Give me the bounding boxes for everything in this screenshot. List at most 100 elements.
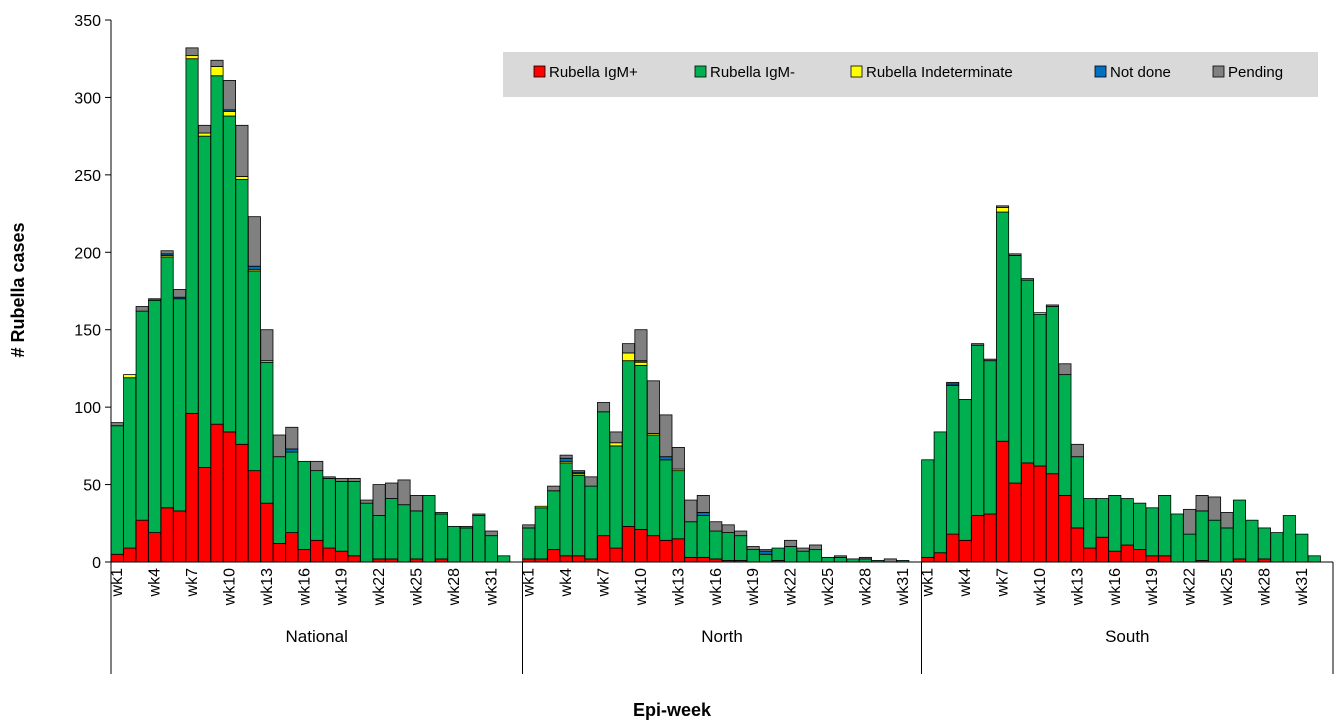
bar-segment xyxy=(397,504,411,563)
bar-segment xyxy=(247,270,261,472)
bar-segment xyxy=(696,495,710,513)
bar-segment xyxy=(671,447,685,470)
bar-segment xyxy=(1108,550,1122,563)
legend-background xyxy=(503,52,1318,97)
bar-segment xyxy=(472,513,486,516)
bar-segment xyxy=(173,289,187,298)
bar-segment xyxy=(1083,547,1097,563)
x-tick-label: wk22 xyxy=(783,568,800,606)
y-tick-label: 350 xyxy=(74,13,101,30)
bar-segment xyxy=(746,546,760,551)
bar-segment xyxy=(1170,513,1184,563)
bar-segment xyxy=(310,470,324,541)
bar-segment xyxy=(1195,510,1209,561)
bar-segment xyxy=(771,547,785,561)
bar-segment xyxy=(1058,495,1072,563)
bar-segment xyxy=(634,329,648,362)
y-tick-label: 300 xyxy=(74,90,101,107)
bar-segment xyxy=(210,66,224,77)
y-tick-label: 250 xyxy=(74,168,101,185)
bar-segment xyxy=(335,477,349,482)
bar-segment xyxy=(1195,495,1209,512)
bar-segment xyxy=(646,535,660,563)
bar-segment xyxy=(609,431,623,444)
bar-segment xyxy=(946,533,960,563)
legend-swatch xyxy=(850,65,863,78)
bar-segment xyxy=(497,555,511,563)
bar-segment xyxy=(434,513,448,560)
bar-segment xyxy=(921,556,935,563)
bar-segment xyxy=(235,124,249,177)
x-tick-label: wk28 xyxy=(857,568,874,606)
bar-segment xyxy=(222,110,236,117)
bar-segment xyxy=(110,425,124,555)
bar-segment xyxy=(572,474,586,557)
legend-label: Rubella IgM+ xyxy=(549,64,638,81)
bar-segment xyxy=(235,176,249,180)
bar-segment xyxy=(235,179,249,445)
bar-segment xyxy=(1257,527,1271,560)
bar-segment xyxy=(310,460,324,472)
bar-segment xyxy=(297,549,311,563)
bar-segment xyxy=(322,476,336,479)
bar-segment xyxy=(572,470,586,473)
bar-segment xyxy=(759,549,773,552)
bar-segment xyxy=(684,521,698,558)
bar-segment xyxy=(721,524,735,533)
bar-segment xyxy=(534,505,548,509)
y-axis: 0 50 100 150 200 250 300 350 xyxy=(74,13,112,572)
x-tick-label: wk25 xyxy=(820,568,837,606)
bar-segment xyxy=(621,352,635,362)
bar-segment xyxy=(198,135,212,468)
bar-segment xyxy=(983,358,997,362)
x-tick-label: wk1 xyxy=(521,568,538,598)
legend-label: Rubella IgM- xyxy=(710,64,795,81)
bar-segment xyxy=(135,306,149,312)
bar-segment xyxy=(1232,499,1246,560)
bar-segment xyxy=(746,549,760,563)
bar-segment xyxy=(1158,495,1172,557)
bar-segment xyxy=(198,124,212,134)
legend-swatch xyxy=(1094,65,1107,78)
x-tick-label: wk13 xyxy=(1069,568,1086,606)
bar-segment xyxy=(547,490,561,551)
bar-segment xyxy=(160,256,174,509)
bar-segment xyxy=(484,535,498,563)
bar-segment xyxy=(1045,304,1059,307)
x-tick-label: wk22 xyxy=(371,568,388,606)
bar-segment xyxy=(385,482,399,499)
bar-segment xyxy=(160,250,174,255)
bar-segment xyxy=(297,460,311,551)
bar-segment xyxy=(1008,254,1022,484)
x-tick-label: wk16 xyxy=(708,568,725,606)
bar-segment xyxy=(958,539,972,563)
x-tick-label: wk13 xyxy=(670,568,687,606)
bar-segment xyxy=(833,555,847,558)
bar-segment xyxy=(996,206,1010,213)
bar-segment xyxy=(1058,363,1072,376)
bar-segment xyxy=(1220,512,1234,529)
x-tick-label: wk10 xyxy=(222,568,239,606)
bar-segment xyxy=(584,476,598,487)
bar-segment xyxy=(310,539,324,563)
bar-segment xyxy=(609,445,623,549)
x-tick-label: wk4 xyxy=(957,568,974,598)
x-tick-label: wk22 xyxy=(1182,568,1199,606)
bar-segment xyxy=(671,470,685,540)
bar-segment xyxy=(609,547,623,563)
legend-label: Not done xyxy=(1110,64,1171,81)
bar-segment xyxy=(659,459,673,541)
bar-segment xyxy=(1245,519,1259,563)
group-label: North xyxy=(701,627,743,646)
bar-segment xyxy=(1282,515,1296,563)
bar-segment xyxy=(1208,519,1222,563)
bar-segment xyxy=(1033,465,1047,563)
y-tick-label: 200 xyxy=(74,245,101,262)
bar-segment xyxy=(597,402,611,413)
x-tick-label: wk10 xyxy=(633,568,650,606)
bar-segment xyxy=(1070,527,1084,563)
legend-swatch xyxy=(533,65,546,78)
bar-segment xyxy=(621,525,635,563)
bar-segment xyxy=(173,510,187,563)
bar-segment xyxy=(522,524,536,529)
